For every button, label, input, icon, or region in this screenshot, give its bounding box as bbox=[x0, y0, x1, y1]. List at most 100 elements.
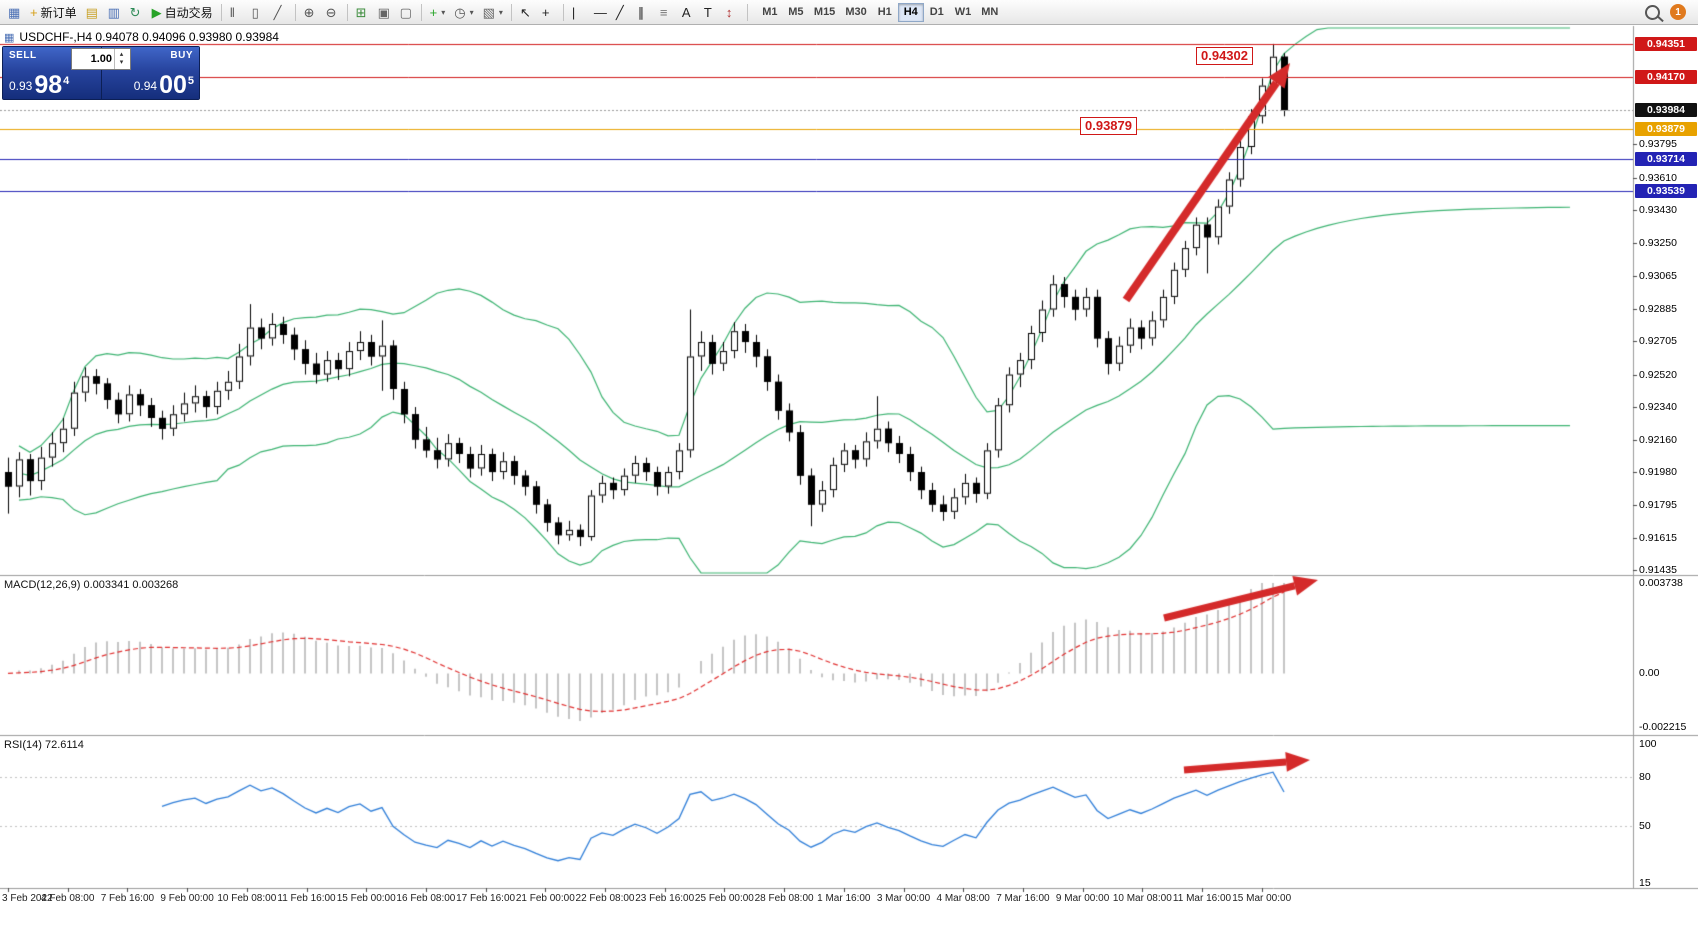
volume-increase-button[interactable]: ▴ bbox=[119, 51, 124, 58]
timeframe-MN[interactable]: MN bbox=[976, 3, 1003, 22]
horizontal-line-icon[interactable]: — bbox=[590, 2, 611, 23]
price-tick-label: 0.92340 bbox=[1639, 401, 1677, 414]
chart-candles-icon[interactable]: ▯ bbox=[248, 2, 269, 23]
price-annotation-upper[interactable]: 0.94302 bbox=[1196, 47, 1253, 65]
macd-scale-min: -0.002215 bbox=[1639, 721, 1687, 733]
time-label: 7 Mar 16:00 bbox=[996, 893, 1050, 904]
price-annotation-lower[interactable]: 0.93879 bbox=[1080, 117, 1137, 135]
periods-button[interactable]: ◷ ▾ bbox=[450, 2, 477, 23]
time-label: 28 Feb 08:00 bbox=[754, 893, 814, 904]
toolbar: ▦ + 新订单 ▤ ▥ ↻ ▶ 自动交易 ‖ ▯ ╱ ⊕ ⊖ ⊞ ▣ ▢ + ▾ ◷ ▾ ▧ ▾ ↖ + | — ╱ ∥ ≡ A T ↕ M1… bbox=[0, 0, 1698, 25]
price-tick-label: 0.91435 bbox=[1639, 564, 1677, 577]
price-tick-label: 0.92705 bbox=[1639, 335, 1677, 348]
tile-windows-icon[interactable]: ⊞ bbox=[352, 2, 373, 23]
one-click-trading-panel: SELL 0.93 98 4 BUY 0.94 00 5 ▴ bbox=[2, 46, 200, 100]
cascade-windows-icon[interactable]: ▢ bbox=[396, 2, 417, 23]
time-label: 23 Feb 16:00 bbox=[635, 893, 695, 904]
price-line-label: 0.94170 bbox=[1635, 69, 1697, 84]
data-window-icon[interactable]: ▥ bbox=[104, 2, 125, 23]
timeframe-H4[interactable]: H4 bbox=[897, 2, 924, 22]
volume-input[interactable] bbox=[72, 49, 114, 69]
price-line-label: 0.93714 bbox=[1635, 151, 1697, 166]
price-tick-label: 0.91795 bbox=[1639, 499, 1677, 512]
buy-price-pips: 00 bbox=[159, 71, 187, 99]
rsi-label: RSI(14) 72.6114 bbox=[4, 739, 84, 751]
time-label: 9 Mar 00:00 bbox=[1055, 893, 1110, 904]
vertical-line-icon[interactable]: | bbox=[568, 2, 589, 23]
new-chart-icon[interactable]: ▦ bbox=[4, 2, 25, 23]
time-label: 9 Feb 00:00 bbox=[160, 893, 214, 904]
new-order-button[interactable]: + 新订单 bbox=[26, 2, 81, 23]
macd-scale-zero: 0.00 bbox=[1639, 667, 1660, 680]
price-tick-label: 0.93795 bbox=[1639, 138, 1677, 151]
market-watch-icon[interactable]: ▤ bbox=[82, 2, 103, 23]
buy-label: BUY bbox=[170, 50, 193, 61]
price-line-label: 0.93879 bbox=[1635, 122, 1697, 137]
cursor-icon[interactable]: ↖ bbox=[516, 2, 537, 23]
crosshair-icon[interactable]: + bbox=[538, 2, 559, 23]
rsi-scale-label: 80 bbox=[1639, 770, 1651, 783]
chart-bars-icon[interactable]: ‖ bbox=[226, 2, 247, 23]
timeframe-M15[interactable]: M15 bbox=[809, 3, 840, 22]
notification-badge[interactable]: 1 bbox=[1670, 4, 1686, 20]
buy-price-big-figure: 0.94 bbox=[133, 79, 158, 93]
templates-button[interactable]: ▧ ▾ bbox=[479, 2, 507, 23]
time-label: 11 Feb 16:00 bbox=[277, 893, 336, 904]
time-label: 1 Mar 16:00 bbox=[817, 893, 871, 904]
toolbar-separator bbox=[510, 3, 512, 21]
time-label: 25 Feb 00:00 bbox=[694, 893, 754, 904]
symbol-ohlc-text: USDCHF-,H4 0.94078 0.94096 0.93980 0.939… bbox=[19, 30, 279, 44]
rsi-scale-label: 50 bbox=[1639, 819, 1651, 832]
timeframe-bar: M1 M5 M15 M30 H1 H4 D1 W1 MN bbox=[757, 2, 1003, 22]
timeframe-D1[interactable]: D1 bbox=[924, 3, 950, 22]
timeframe-M30[interactable]: M30 bbox=[840, 3, 871, 22]
sell-price-pips: 98 bbox=[34, 71, 63, 99]
buy-price: 0.94 00 5 bbox=[133, 71, 194, 99]
chart-line-icon[interactable]: ╱ bbox=[270, 2, 291, 23]
time-label: 17 Feb 16:00 bbox=[456, 893, 516, 904]
zoom-out-icon[interactable]: ⊖ bbox=[322, 2, 343, 23]
time-label: 3 Mar 00:00 bbox=[876, 893, 931, 904]
price-tick-label: 0.93065 bbox=[1639, 270, 1677, 283]
toolbar-separator bbox=[346, 3, 348, 21]
search-icon[interactable] bbox=[1645, 4, 1660, 20]
trendline-icon[interactable]: ╱ bbox=[612, 2, 633, 23]
time-label: 10 Mar 08:00 bbox=[1112, 893, 1172, 904]
toolbar-separator bbox=[562, 3, 564, 21]
text-icon[interactable]: A bbox=[678, 2, 699, 23]
price-tick-label: 0.93250 bbox=[1639, 236, 1677, 249]
arrows-tool-icon[interactable]: ↕ bbox=[722, 2, 743, 23]
fibonacci-icon[interactable]: ≡ bbox=[656, 2, 677, 23]
refresh-icon[interactable]: ↻ bbox=[126, 2, 147, 23]
timeframe-M1[interactable]: M1 bbox=[757, 3, 783, 22]
price-tick-label: 0.92160 bbox=[1639, 433, 1677, 446]
timeframe-W1[interactable]: W1 bbox=[950, 3, 977, 22]
autotrading-button[interactable]: ▶ 自动交易 bbox=[148, 2, 217, 23]
toolbar-buttons: ▦ + 新订单 ▤ ▥ ↻ ▶ 自动交易 ‖ ▯ ╱ ⊕ ⊖ ⊞ ▣ ▢ + ▾ ◷ ▾ ▧ ▾ ↖ + | — ╱ ∥ ≡ A T ↕ bbox=[4, 2, 751, 23]
price-line-label: 0.93539 bbox=[1635, 183, 1697, 198]
indicators-button[interactable]: + ▾ bbox=[426, 2, 450, 23]
text-label-icon[interactable]: T bbox=[700, 2, 721, 23]
zoom-in-icon[interactable]: ⊕ bbox=[300, 2, 321, 23]
time-label: 11 Mar 16:00 bbox=[1172, 893, 1232, 904]
price-tick-label: 0.91615 bbox=[1639, 531, 1677, 544]
chart-icon: ▦ bbox=[4, 31, 15, 44]
symbol-info: ▦ USDCHF-,H4 0.94078 0.94096 0.93980 0.9… bbox=[4, 30, 279, 44]
price-tick-label: 0.91980 bbox=[1639, 466, 1677, 479]
price-tick-label: 0.92520 bbox=[1639, 368, 1677, 381]
toolbar-separator bbox=[746, 3, 748, 21]
macd-label: MACD(12,26,9) 0.003341 0.003268 bbox=[4, 579, 179, 591]
channel-icon[interactable]: ∥ bbox=[634, 2, 655, 23]
toolbar-separator bbox=[294, 3, 296, 21]
price-line-label: 0.94351 bbox=[1635, 36, 1697, 51]
timeframe-H1[interactable]: H1 bbox=[872, 3, 898, 22]
macd-scale-max: 0.003738 bbox=[1639, 577, 1683, 589]
auto-arrange-icon[interactable]: ▣ bbox=[374, 2, 395, 23]
sell-price-point: 4 bbox=[63, 75, 70, 87]
timeframe-M5[interactable]: M5 bbox=[783, 3, 809, 22]
volume-decrease-button[interactable]: ▾ bbox=[119, 59, 124, 66]
sell-label: SELL bbox=[9, 50, 37, 61]
time-label: 15 Feb 00:00 bbox=[336, 893, 396, 904]
